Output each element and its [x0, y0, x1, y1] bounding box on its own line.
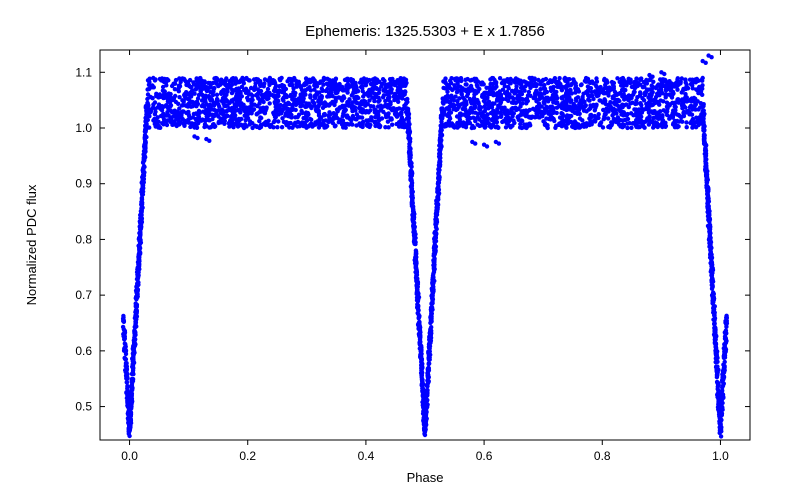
svg-text:0.8: 0.8	[75, 232, 92, 246]
chart-container: Ephemeris: 1325.5303 + E x 1.7856 Phase …	[0, 0, 800, 500]
svg-text:0.9: 0.9	[75, 177, 92, 191]
y-axis-label: Normalized PDC flux	[24, 184, 39, 305]
svg-text:0.7: 0.7	[75, 288, 92, 302]
phase-fold-chart: Ephemeris: 1325.5303 + E x 1.7856 Phase …	[0, 0, 800, 500]
svg-text:0.8: 0.8	[594, 449, 611, 463]
svg-text:0.6: 0.6	[476, 449, 493, 463]
x-axis-label: Phase	[407, 470, 444, 485]
svg-text:1.1: 1.1	[75, 65, 92, 79]
svg-text:1.0: 1.0	[75, 121, 92, 135]
plot-border	[100, 50, 750, 440]
svg-text:0.4: 0.4	[358, 449, 375, 463]
chart-title: Ephemeris: 1325.5303 + E x 1.7856	[305, 23, 545, 40]
svg-text:1.0: 1.0	[712, 449, 729, 463]
svg-text:0.2: 0.2	[239, 449, 256, 463]
svg-text:0.5: 0.5	[75, 400, 92, 414]
data-points	[121, 53, 729, 438]
svg-text:0.0: 0.0	[121, 449, 138, 463]
svg-text:0.6: 0.6	[75, 344, 92, 358]
